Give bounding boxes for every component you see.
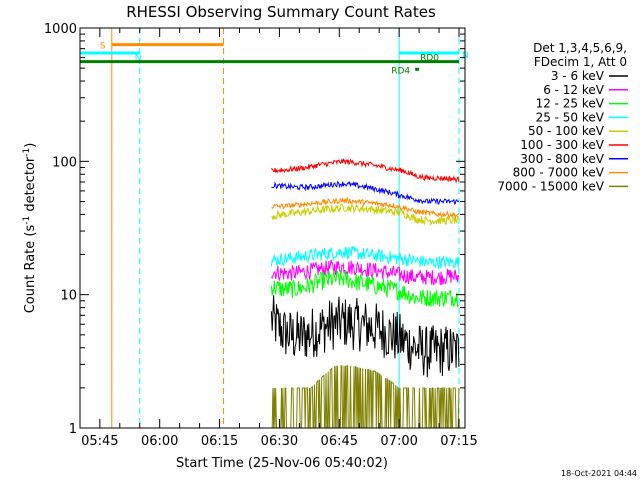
legend: Det 1,3,4,5,6,9,FDecim 1, Att 03 - 6 keV… [497, 41, 628, 193]
flag-label: N [135, 54, 142, 64]
x-tick-label: 07:15 [440, 434, 477, 449]
legend-entry-label: 12 - 25 keV [536, 97, 605, 111]
x-axis: 05:45 06:00 06:15 06:30 06:45 07:00 07:15 [81, 28, 478, 449]
legend-entry-label: 800 - 7000 keV [513, 166, 605, 180]
x-tick-label: 06:30 [261, 434, 298, 449]
x-tick-label: 06:00 [141, 434, 178, 449]
series-line [270, 269, 460, 308]
y-tick-label: 1 [69, 422, 77, 437]
x-tick-label: 05:45 [81, 434, 118, 449]
y-tick-label: 1000 [44, 22, 77, 37]
x-tick-label: 06:15 [201, 434, 238, 449]
series-line [271, 203, 460, 226]
y-tick-label: 100 [52, 155, 77, 170]
legend-entry-label: 3 - 6 keV [551, 69, 605, 83]
y-axis-label: Count Rate (s-1 detector-1) [22, 143, 38, 314]
x-tick-label: 06:45 [321, 434, 358, 449]
legend-header: Det 1,3,4,5,6,9, [533, 41, 627, 55]
x-axis-label: Start Time (25-Nov-06 05:40:02) [176, 456, 388, 471]
series-line [270, 158, 460, 184]
series-line [271, 180, 460, 205]
legend-entry-label: 100 - 300 keV [520, 138, 604, 152]
x-tick-label: 07:00 [380, 434, 417, 449]
legend-entry-label: 300 - 800 keV [520, 152, 604, 166]
y-axis: 1 10 100 1000 [44, 22, 465, 437]
flag-label: S [100, 42, 106, 52]
legend-entry-label: 50 - 100 keV [528, 124, 605, 138]
y-tick-label: 10 [60, 289, 77, 304]
flag-label: RD4 [391, 66, 410, 76]
legend-entry-label: 25 - 50 keV [536, 110, 605, 124]
plot-frame [79, 27, 466, 429]
series-line [271, 197, 460, 220]
timestamp-footer: 18-Oct-2021 04:44 [561, 469, 637, 478]
series-line [270, 295, 460, 378]
series-line [270, 245, 460, 270]
flag-label: RD0 [420, 54, 439, 64]
legend-header: FDecim 1, Att 0 [534, 55, 627, 69]
chart-title: RHESSI Observing Summary Count Rates [126, 3, 436, 21]
series-line [270, 259, 460, 286]
legend-entry-label: 7000 - 15000 keV [497, 179, 604, 193]
legend-entry-label: 6 - 12 keV [543, 83, 605, 97]
